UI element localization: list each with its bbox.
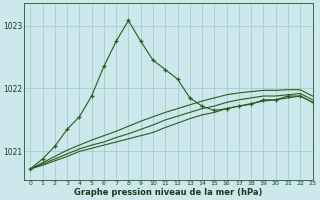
X-axis label: Graphe pression niveau de la mer (hPa): Graphe pression niveau de la mer (hPa) — [74, 188, 262, 197]
